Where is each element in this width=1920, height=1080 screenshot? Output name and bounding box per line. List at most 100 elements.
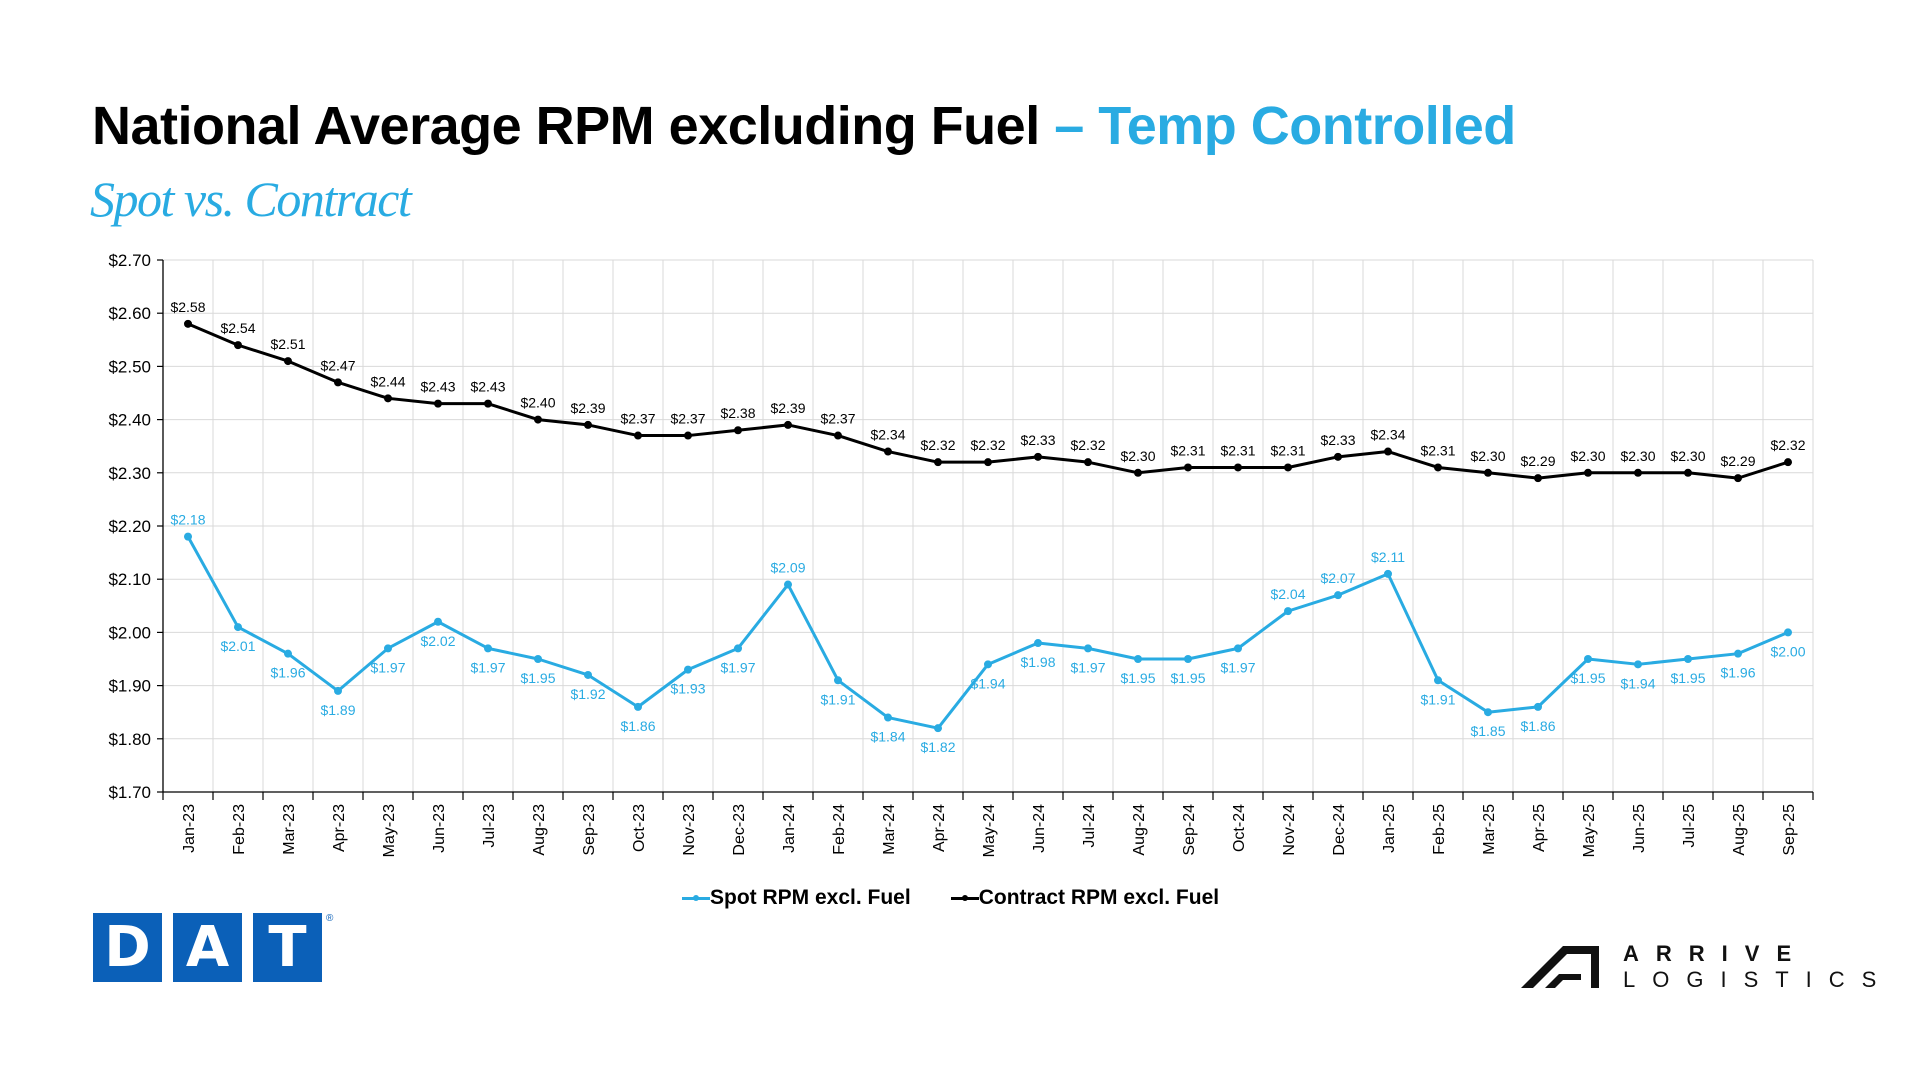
contract-data-label: $2.30: [1470, 448, 1505, 464]
spot-data-point: [1634, 660, 1642, 669]
contract-data-point: [1384, 447, 1392, 456]
contract-data-point: [784, 420, 792, 429]
x-tick-label: Mar-24: [881, 804, 898, 855]
contract-data-point: [534, 415, 542, 424]
contract-data-label: $2.29: [1720, 453, 1755, 469]
contract-data-point: [1634, 468, 1642, 477]
x-tick-label: Jun-25: [1631, 804, 1648, 853]
spot-data-label: $1.96: [1720, 665, 1755, 681]
spot-data-point: [1184, 655, 1192, 663]
contract-data-label: $2.37: [620, 411, 655, 427]
x-tick-label: Sep-23: [581, 804, 598, 856]
spot-data-point: [1734, 649, 1742, 658]
x-tick-label: Aug-23: [531, 804, 548, 856]
spot-data-point: [1434, 676, 1442, 685]
spot-data-label: $2.04: [1270, 586, 1305, 602]
x-tick-label: Sep-24: [1181, 804, 1198, 856]
spot-data-label: $1.94: [1620, 675, 1655, 691]
spot-data-label: $2.11: [1371, 549, 1405, 565]
contract-data-label: $2.58: [170, 299, 205, 315]
y-tick-label: $1.90: [108, 677, 151, 696]
x-tick-label: Dec-24: [1331, 804, 1348, 856]
spot-data-point: [1384, 569, 1392, 578]
legend-item-spot[interactable]: Spot RPM excl. Fuel: [682, 886, 911, 910]
legend-swatch-spot: [682, 894, 710, 901]
contract-data-label: $2.31: [1170, 442, 1205, 458]
contract-data-point: [984, 458, 992, 467]
contract-data-label: $2.31: [1270, 442, 1305, 458]
spot-data-point: [1134, 655, 1142, 663]
contract-data-point: [334, 378, 342, 387]
x-tick-label: Jan-23: [181, 804, 198, 853]
legend: Spot RPM excl. Fuel Contract RPM excl. F…: [682, 886, 1219, 910]
x-tick-label: Aug-24: [1131, 804, 1148, 856]
y-tick-label: $2.60: [108, 304, 151, 323]
contract-data-point: [1284, 463, 1292, 472]
spot-data-point: [1334, 591, 1342, 600]
x-tick-label: Jul-23: [481, 804, 498, 848]
spot-data-point: [884, 713, 892, 722]
contract-data-label: $2.33: [1320, 432, 1355, 448]
spot-data-label: $1.86: [1520, 718, 1555, 734]
spot-data-point: [1534, 702, 1542, 711]
x-tick-label: May-24: [981, 804, 998, 857]
spot-data-point: [1084, 644, 1092, 653]
contract-data-point: [234, 341, 242, 350]
contract-data-label: $2.37: [820, 411, 855, 427]
spot-data-label: $1.91: [1420, 691, 1455, 707]
spot-data-label: $1.93: [670, 681, 705, 697]
contract-data-point: [1134, 468, 1142, 477]
y-tick-label: $1.80: [108, 730, 151, 749]
spot-data-point: [534, 655, 542, 663]
arrive-logo-line2: LOGISTICS: [1623, 967, 1894, 992]
y-tick-label: $2.40: [108, 411, 151, 430]
spot-data-point: [584, 670, 592, 679]
contract-data-label: $2.39: [770, 400, 805, 416]
spot-data-label: $1.86: [620, 718, 655, 734]
contract-data-label: $2.47: [320, 357, 355, 373]
title-accent: – Temp Controlled: [1054, 96, 1516, 156]
arrive-logistics-logo: ARRIVE LOGISTICS: [1521, 943, 1893, 991]
dat-logo-letter-a: A: [173, 913, 242, 982]
contract-data-point: [1784, 458, 1792, 467]
contract-data-label: $2.30: [1670, 448, 1705, 464]
x-tick-label: Jul-24: [1081, 804, 1098, 848]
spot-data-point: [184, 532, 192, 541]
contract-data-label: $2.32: [920, 437, 955, 453]
legend-swatch-contract: [950, 894, 979, 901]
x-tick-label: Jun-24: [1031, 804, 1048, 853]
legend-label-spot: Spot RPM excl. Fuel: [710, 886, 911, 909]
spot-data-label: $1.97: [1220, 659, 1255, 675]
spot-data-point: [234, 623, 242, 632]
contract-data-label: $2.54: [220, 320, 255, 336]
axis-layer: $1.70 $1.80 $1.90 $2.00 $2.10 $2.20 $2.30 $2.40…: [108, 251, 1814, 857]
legend-item-contract[interactable]: Contract RPM excl. Fuel: [950, 886, 1220, 910]
contract-data-label: $2.34: [870, 427, 905, 443]
x-tick-label: Mar-23: [281, 804, 298, 855]
grid-layer: [163, 259, 1814, 792]
spot-data-label: $1.97: [720, 659, 755, 675]
contract-data-label: $2.31: [1220, 442, 1255, 458]
spot-data-point: [334, 686, 342, 695]
contract-data-label: $2.32: [1770, 437, 1805, 453]
spot-data-point: [1684, 655, 1692, 663]
data-label-layer: $2.18 $2.01 $1.96 $1.89 $1.97 $2.02 $1.97 $1.95…: [170, 299, 1805, 755]
spot-data-label: $1.97: [370, 659, 405, 675]
spot-data-label: $1.95: [1670, 670, 1705, 686]
spot-data-point: [1584, 655, 1592, 663]
spot-data-point: [934, 724, 942, 733]
legend-label-contract: Contract RPM excl. Fuel: [978, 886, 1220, 909]
spot-data-label: $2.02: [420, 633, 455, 649]
contract-data-point: [1334, 452, 1342, 461]
contract-data-point: [1434, 463, 1442, 472]
spot-data-point: [834, 676, 842, 685]
contract-data-label: $2.30: [1620, 448, 1655, 464]
contract-data-point: [634, 431, 642, 440]
chart-title: National Average RPM excluding Fuel – Te…: [92, 95, 1516, 157]
x-tick-label: Jun-23: [431, 804, 448, 853]
spot-data-label: $1.95: [520, 670, 555, 686]
spot-data-label: $1.84: [870, 729, 905, 745]
spot-data-point: [734, 644, 742, 653]
spot-data-label: $1.82: [920, 739, 955, 755]
